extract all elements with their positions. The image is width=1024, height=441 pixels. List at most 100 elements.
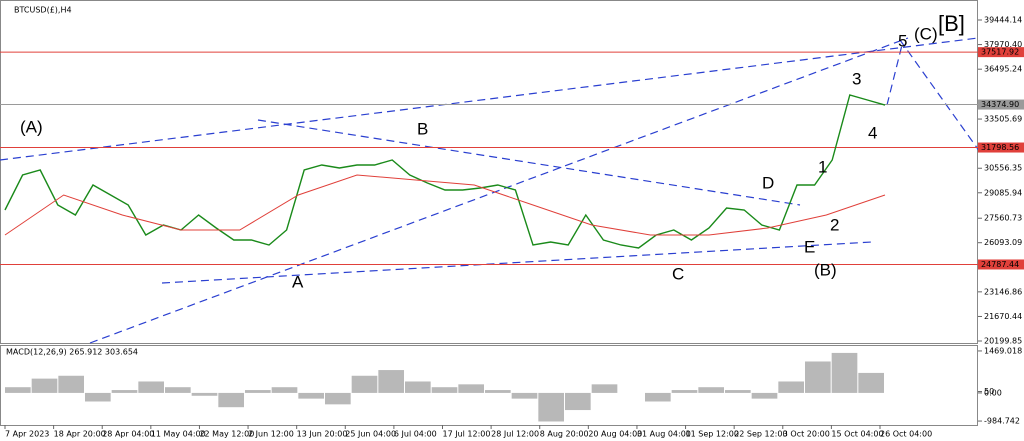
macd-bar xyxy=(645,392,671,402)
wave-label: 5 xyxy=(898,31,907,50)
macd-bar xyxy=(325,392,351,405)
macd-bar xyxy=(858,372,884,393)
macd-bar xyxy=(725,390,751,393)
macd-bar xyxy=(191,392,218,396)
x-tick-label: 31 Aug 04:00 xyxy=(637,430,691,439)
macd-bar xyxy=(805,361,831,393)
level-label-box xyxy=(978,99,1024,110)
y-tick-label: 29085.94 xyxy=(984,188,1022,197)
macd-bar xyxy=(458,384,484,393)
macd-bar xyxy=(298,392,324,399)
wave-label: A xyxy=(292,272,304,291)
x-tick-label: 20 Aug 04:00 xyxy=(588,430,642,439)
macd-bar xyxy=(591,384,618,393)
y-tick-label: 37970.40 xyxy=(984,40,1022,49)
macd-tick-label: 50 xyxy=(984,387,994,396)
x-tick-label: 6 Jul 04:00 xyxy=(394,430,437,439)
macd-tick-label: 0.00 xyxy=(984,388,1002,397)
trendline xyxy=(899,39,981,153)
macd-bar xyxy=(31,378,58,393)
wave-label: C xyxy=(672,264,684,283)
x-tick-label: 8 Aug 20:00 xyxy=(540,430,589,439)
trendlines xyxy=(0,37,981,344)
macd-bar xyxy=(111,390,138,393)
wave-label: 3 xyxy=(852,69,861,88)
level-label-box xyxy=(978,259,1024,270)
macd-bar xyxy=(431,387,458,393)
macd-bar xyxy=(138,381,164,393)
macd-bar xyxy=(85,392,111,402)
macd-tick-label: -984.742 xyxy=(984,417,1020,426)
trendline xyxy=(89,37,909,344)
level-label-box xyxy=(978,142,1024,153)
y-tick-label: 21670.44 xyxy=(984,312,1022,321)
wave-label: E xyxy=(804,237,815,256)
x-tick-label: 25 Jun 04:00 xyxy=(345,430,396,439)
macd-bar xyxy=(271,387,298,393)
level-label: 24787.44 xyxy=(981,260,1019,269)
macd-bar xyxy=(378,370,404,393)
wave-label: (A) xyxy=(20,117,43,136)
macd-tick-label: 1469.018 xyxy=(984,346,1022,355)
trendline xyxy=(0,37,979,161)
macd-bar xyxy=(351,375,378,393)
macd-bar xyxy=(538,392,564,422)
macd-bar xyxy=(485,390,511,393)
wave-label: (C) xyxy=(914,24,938,43)
macd-bar xyxy=(671,390,698,393)
macd-bar xyxy=(58,375,84,393)
y-tick-label: 36495.24 xyxy=(984,65,1022,74)
macd-bar xyxy=(511,392,538,399)
macd-bar xyxy=(218,392,244,408)
main-panel xyxy=(0,0,978,344)
macd-bar xyxy=(5,387,31,393)
trendline xyxy=(257,119,801,206)
macd-bar xyxy=(245,390,271,393)
x-tick-label: 7 Apr 2023 xyxy=(5,430,49,439)
macd-bar xyxy=(165,387,191,393)
macd-bar xyxy=(831,352,858,393)
macd-bar xyxy=(565,392,591,411)
level-label: 34374.90 xyxy=(981,100,1019,109)
wave-label: 2 xyxy=(830,215,839,234)
y-tick-label: 30556.35 xyxy=(984,164,1022,173)
x-tick-label: 11 Sep 12:00 xyxy=(686,430,739,439)
y-tick-label: 33505.69 xyxy=(984,115,1022,124)
x-tick-label: 28 Apr 04:00 xyxy=(102,430,154,439)
trendline xyxy=(161,241,873,284)
x-tick-label: 28 Jul 12:00 xyxy=(491,430,539,439)
x-tick-label: 17 Jul 12:00 xyxy=(443,430,491,439)
x-tick-label: 3 Oct 20:00 xyxy=(783,430,830,439)
x-tick-label: 22 Sep 12:00 xyxy=(734,430,787,439)
wave-label: [B] xyxy=(938,11,965,36)
level-label: 31798.56 xyxy=(981,143,1019,152)
x-tick-label: 18 Apr 20:00 xyxy=(54,430,106,439)
series-line xyxy=(4,174,886,236)
y-tick-label: 27560.73 xyxy=(984,214,1022,223)
trendline xyxy=(886,44,903,106)
series-line xyxy=(4,94,886,249)
macd-bar xyxy=(751,392,778,399)
wave-label: 1 xyxy=(818,157,827,176)
macd-title: MACD(12,26,9) 265.912 303.654 xyxy=(6,348,138,357)
macd-bar xyxy=(405,381,431,393)
wave-label: D xyxy=(762,173,774,192)
x-tick-label: 22 May 12:00 xyxy=(199,430,254,439)
x-tick-label: 11 May 04:00 xyxy=(151,430,206,439)
y-tick-label: 20199.85 xyxy=(984,337,1022,346)
macd-bar xyxy=(778,381,804,393)
y-tick-label: 39444.14 xyxy=(984,15,1022,24)
x-tick-label: 26 Oct 04:00 xyxy=(880,430,932,439)
wave-label: 4 xyxy=(868,123,877,142)
y-tick-label: 23146.86 xyxy=(984,287,1022,296)
y-tick-label: 26093.09 xyxy=(984,238,1022,247)
wave-label: (B) xyxy=(814,260,837,279)
level-label: 37517.92 xyxy=(981,48,1019,57)
x-tick-label: 2 Jun 12:00 xyxy=(248,430,294,439)
wave-label: B xyxy=(417,119,428,138)
x-tick-label: 15 Oct 04:00 xyxy=(831,430,883,439)
macd-bar xyxy=(698,387,724,393)
chart-title: BTCUSD(£),H4 xyxy=(14,6,72,15)
level-label-box xyxy=(978,47,1024,58)
